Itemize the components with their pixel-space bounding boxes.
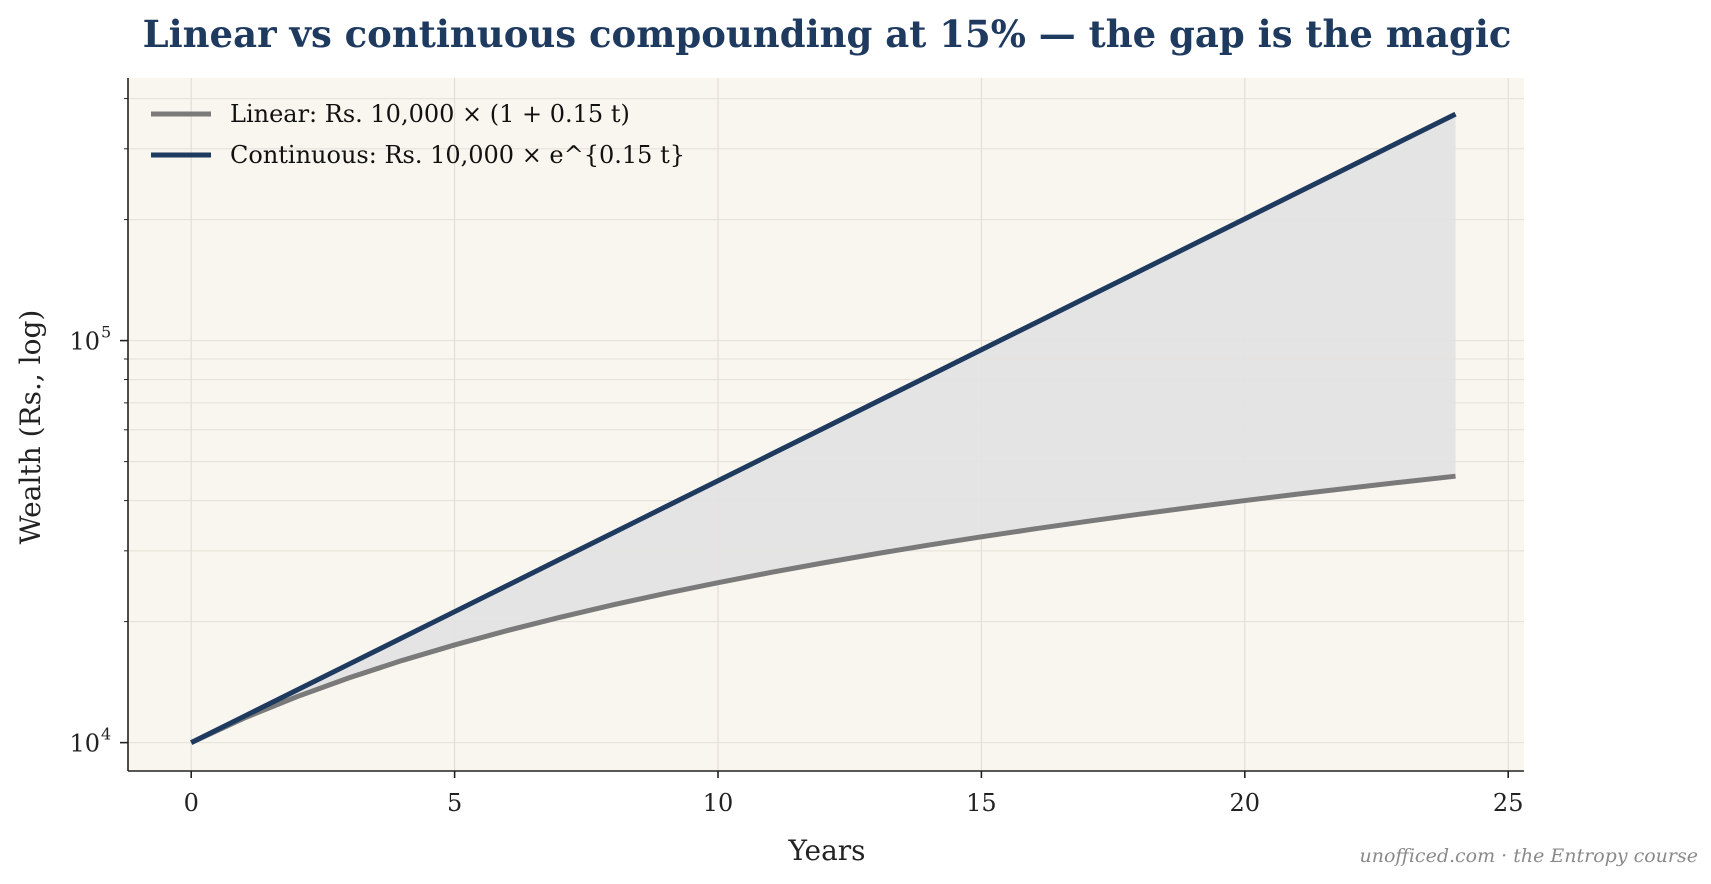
axes — [127, 78, 1524, 772]
y-tick-label: 10 — [69, 730, 100, 758]
x-axis-label: Years — [787, 834, 865, 867]
x-tick-label: 15 — [966, 789, 997, 817]
legend-label: Continuous: Rs. 10,000 × e^{0.15 t} — [230, 141, 685, 169]
continuous-series-line — [190, 111, 1457, 745]
legend-label: Linear: Rs. 10,000 × (1 + 0.15 t) — [230, 100, 630, 128]
y-axis-label: Wealth (Rs., log) — [14, 310, 47, 545]
x-tick-label: 10 — [703, 789, 734, 817]
y-tick-exponent: 5 — [101, 323, 111, 342]
x-tick-label: 5 — [447, 789, 462, 817]
x-tick-label: 20 — [1230, 789, 1261, 817]
x-tick-label: 25 — [1493, 789, 1524, 817]
y-minor-ticks — [124, 98, 128, 623]
y-tick-exponent: 4 — [101, 725, 111, 744]
x-tick-label: 0 — [184, 789, 199, 817]
linear-series-line — [190, 473, 1456, 745]
chart-title: Linear vs continuous compounding at 15% … — [143, 12, 1512, 56]
series-lines — [190, 111, 1457, 745]
legend: Linear: Rs. 10,000 × (1 + 0.15 t) Continu… — [151, 100, 685, 169]
x-ticks: 0 5 10 15 20 25 — [184, 771, 1524, 817]
footer-credit: unofficed.com · the Entropy course — [1359, 845, 1698, 867]
y-tick-label: 10 — [69, 328, 100, 356]
